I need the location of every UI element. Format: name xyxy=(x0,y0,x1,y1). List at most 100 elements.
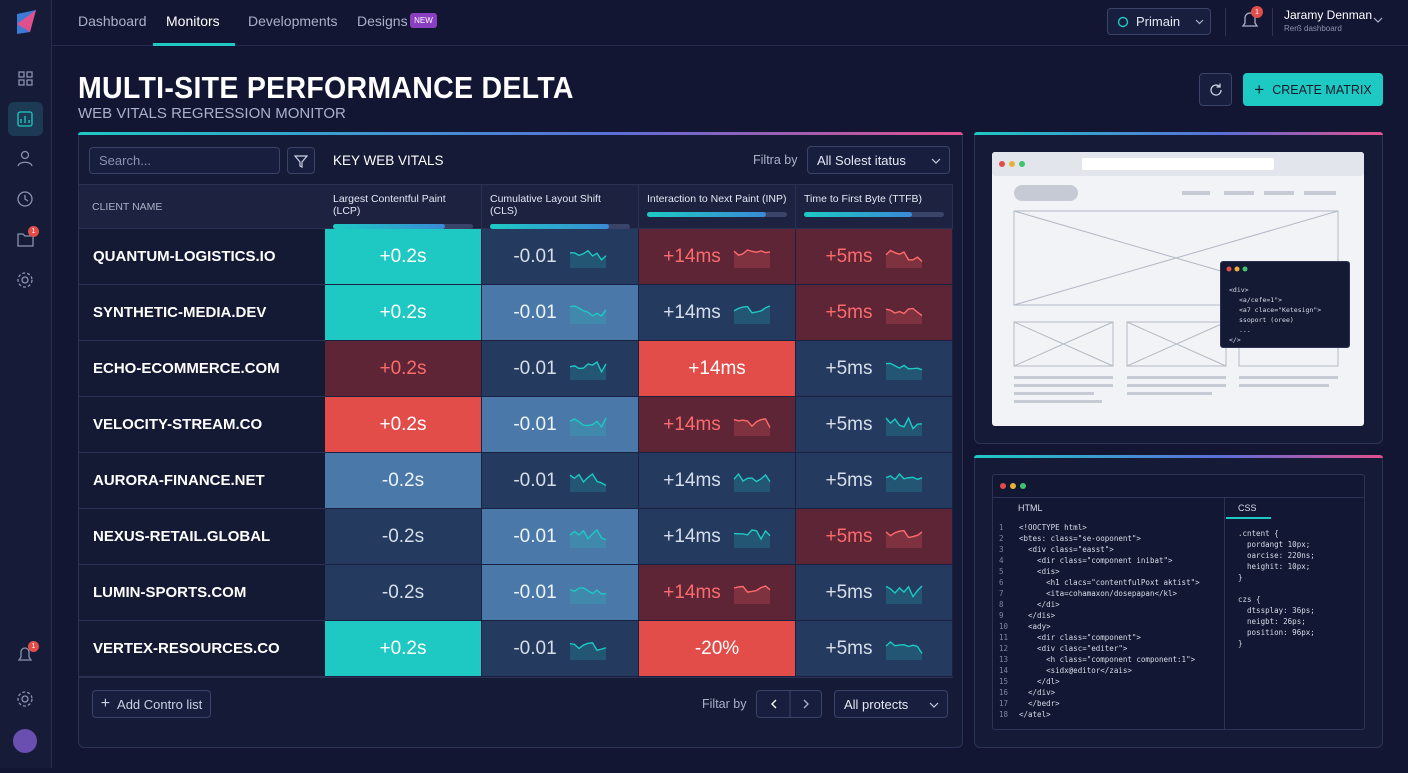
sparkline xyxy=(569,472,607,492)
delta-value: +0.2s xyxy=(379,301,427,323)
metric-cell[interactable]: -0.2s xyxy=(325,509,482,565)
metric-cell[interactable]: +5ms xyxy=(796,285,953,341)
metric-cell[interactable]: -0.01 xyxy=(482,621,639,677)
metric-cell[interactable]: +14ms xyxy=(639,453,796,509)
code-line: 13 <h class="component component:1"> xyxy=(999,654,1200,665)
delta-value: -0.2s xyxy=(381,469,425,491)
css-line: } xyxy=(1238,573,1243,582)
delta-value: +0.2s xyxy=(379,245,427,267)
metric-cell[interactable]: +5ms xyxy=(796,453,953,509)
metric-cell[interactable]: +5ms xyxy=(796,509,953,565)
code-line: 1 <!OOCTYPE html> xyxy=(999,522,1200,533)
sparkline-line xyxy=(733,528,771,540)
metric-cell[interactable]: +5ms xyxy=(796,621,953,677)
create-button[interactable]: + CREATE MATRIX xyxy=(1243,73,1383,106)
client-name: VELOCITY-STREAM.CO xyxy=(79,397,325,453)
search-input[interactable]: Search... xyxy=(89,147,280,174)
code-line: 10 <ady> xyxy=(999,621,1200,632)
refresh-button[interactable] xyxy=(1199,73,1232,106)
user-chevron[interactable] xyxy=(1372,15,1384,25)
nav-item[interactable]: Monitors xyxy=(166,13,220,29)
metric-cell[interactable]: +0.2s xyxy=(325,341,482,397)
bell-badge: 1 xyxy=(28,641,39,652)
metric-cell[interactable]: +14ms xyxy=(639,341,796,397)
css-line: dtssplay: 36ps; xyxy=(1238,606,1315,615)
filter-button[interactable] xyxy=(287,147,315,174)
metric-cell[interactable]: -20% xyxy=(639,621,796,677)
editor-tab[interactable]: CSS xyxy=(1238,503,1257,513)
progress-fill xyxy=(804,212,912,217)
code-line: 12 <div clasc="editer"> xyxy=(999,643,1200,654)
metric-cell[interactable]: -0.01 xyxy=(482,229,639,285)
metric-cell[interactable]: +0.2s xyxy=(325,229,482,285)
metric-cell[interactable]: -0.01 xyxy=(482,397,639,453)
metric-cell[interactable]: +5ms xyxy=(796,565,953,621)
metric-cell[interactable]: +14ms xyxy=(639,397,796,453)
metric-cell[interactable]: -0.2s xyxy=(325,565,482,621)
code-text: <ita=cohamaxon/dosepapan</kl> xyxy=(1019,589,1178,598)
metric-cell[interactable]: +5ms xyxy=(796,229,953,285)
code-line: 17 </bedr> xyxy=(999,698,1200,709)
refresh-icon xyxy=(1209,83,1222,96)
client-name: VERTEX-RESOURCES.CO xyxy=(79,621,325,677)
css-line: position: 96px; xyxy=(1238,628,1315,637)
metric-cell[interactable]: +14ms xyxy=(639,285,796,341)
code-line: 14 <sidx@editor</zais> xyxy=(999,665,1200,676)
delta-value: +14ms xyxy=(663,245,721,267)
metric-cell[interactable]: -0.01 xyxy=(482,341,639,397)
line-number: 5 xyxy=(999,567,1004,576)
sparkline-line xyxy=(733,304,771,314)
code-text: <div class="easst"> xyxy=(1019,545,1114,554)
metric-cell[interactable]: +14ms xyxy=(639,509,796,565)
code-text: </atel> xyxy=(1019,710,1051,719)
project-select[interactable]: All protects xyxy=(834,690,948,718)
metric-cell[interactable]: +14ms xyxy=(639,229,796,285)
line-number: 17 xyxy=(999,699,1009,708)
sparkline-line xyxy=(569,641,606,651)
metric-cell[interactable]: -0.2s xyxy=(325,453,482,509)
workspace-select[interactable]: Primain xyxy=(1107,8,1211,35)
bell[interactable] xyxy=(1240,10,1262,32)
metric-cell[interactable]: -0.01 xyxy=(482,285,639,341)
avatar[interactable] xyxy=(13,729,37,753)
line-number: 11 xyxy=(999,633,1009,642)
filter-label: Filtra by xyxy=(753,153,798,167)
metric-cell[interactable]: +5ms xyxy=(796,341,953,397)
sparkline-line xyxy=(569,360,607,373)
metric-cell[interactable]: +0.2s xyxy=(325,621,482,677)
status-select[interactable]: All Solest itatus xyxy=(807,146,950,174)
delta-value: -0.01 xyxy=(513,637,557,659)
metric-cell[interactable]: +0.2s xyxy=(325,397,482,453)
popup-line: </> xyxy=(1229,336,1241,344)
metric-cell[interactable]: -0.01 xyxy=(482,453,639,509)
metric-cell[interactable]: -0.01 xyxy=(482,509,639,565)
sparkline-line xyxy=(885,640,923,654)
metric-cell[interactable]: +0.2s xyxy=(325,285,482,341)
nav-item[interactable]: Dashboard xyxy=(78,13,147,29)
user-role: Rerß dashboard xyxy=(1284,24,1342,33)
sparkline-area xyxy=(569,587,606,604)
metric-cell[interactable]: +14ms xyxy=(639,565,796,621)
code-text: <sidx@editor</zais> xyxy=(1019,666,1132,675)
html-code: 1 <!OOCTYPE html> 2 <btes: class="se-oopone… xyxy=(999,522,1200,720)
delta-value: +14ms xyxy=(663,301,721,323)
delta-value: -0.01 xyxy=(513,301,557,323)
add-button[interactable]: + Add Contro list xyxy=(92,690,211,718)
pager[interactable] xyxy=(756,690,822,718)
divider xyxy=(1272,8,1273,36)
nav-item[interactable]: Developments xyxy=(248,13,338,29)
editor-tab[interactable]: HTML xyxy=(1018,503,1043,513)
delta-value: -0.01 xyxy=(513,245,557,267)
nav-item[interactable]: Designs xyxy=(357,13,408,29)
sparkline-area xyxy=(885,585,922,604)
sparkline xyxy=(733,248,770,268)
metric-cell[interactable]: +5ms xyxy=(796,397,953,453)
code-text: <btes: class="se-ooponent"> xyxy=(1019,534,1141,543)
metric-cell[interactable]: -0.01 xyxy=(482,565,639,621)
sparkline-area xyxy=(885,530,922,548)
client-header: CLIENT NAME xyxy=(92,201,163,213)
progress-track xyxy=(490,224,630,229)
tab-underline xyxy=(1226,517,1271,519)
add-label: Add Contro list xyxy=(117,696,203,712)
client-name: NEXUS-RETAIL.GLOBAL xyxy=(79,509,325,565)
